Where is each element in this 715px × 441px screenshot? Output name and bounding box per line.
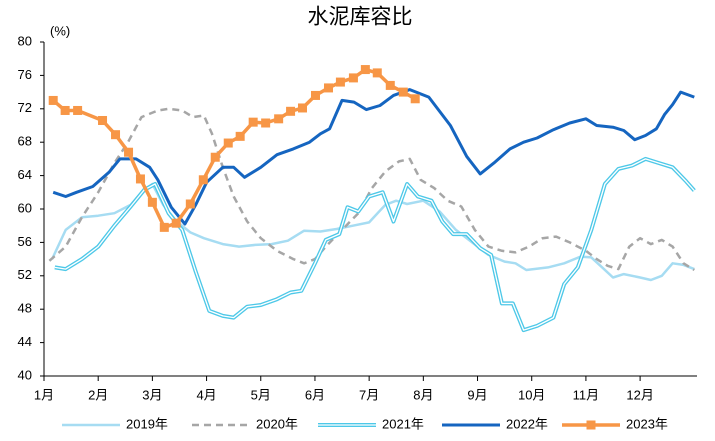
series-line [52,67,417,230]
legend-marker [586,420,596,430]
series-marker [310,90,320,100]
y-tick-label: 72 [18,100,32,115]
y-tick-label: 64 [18,167,32,182]
series-line [52,88,695,226]
series-marker [360,65,370,75]
series-marker [135,174,145,184]
series-marker [410,94,420,104]
x-tick-label: 7月 [359,387,379,402]
series-marker [297,103,307,113]
x-tick-label: 10月 [518,387,545,402]
series-marker [111,130,121,140]
series-line [48,107,695,272]
series-marker [335,77,345,87]
series-marker [398,87,408,97]
y-tick-label: 76 [18,67,32,82]
legend-label: 2019年 [126,416,168,431]
y-tick-label: 40 [18,367,32,382]
series-marker [60,105,70,115]
x-tick-label: 2月 [88,387,108,402]
x-tick-label: 5月 [251,387,271,402]
x-tick-label: 4月 [196,387,216,402]
series-marker [261,118,271,128]
legend-label: 2022年 [506,416,548,431]
series-marker [48,95,58,105]
series-marker [198,175,208,185]
x-tick-label: 11月 [573,387,600,402]
series-marker [248,117,258,127]
legend-label: 2020年 [256,416,298,431]
x-tick-label: 12月 [626,387,653,402]
series-marker [286,106,296,116]
series-marker [98,115,108,125]
series-marker [385,80,395,90]
series-marker [210,152,220,162]
x-tick-label: 8月 [413,387,433,402]
series-marker [73,105,83,115]
series-marker [124,147,134,157]
legend-label: 2021年 [382,416,424,431]
series-marker [274,114,284,124]
y-tick-label: 44 [18,334,32,349]
series-marker [159,222,169,232]
x-tick-label: 3月 [142,387,162,402]
series-marker [147,197,157,207]
series-marker [223,138,233,148]
x-tick-label: 9月 [467,387,487,402]
series-marker [171,218,181,228]
y-tick-label: 48 [18,301,32,316]
y-axis-label: (%) [50,23,70,38]
y-tick-label: 56 [18,234,32,249]
series-marker [348,73,358,83]
series-marker [185,199,195,209]
legend-label: 2023年 [626,416,668,431]
series-marker [324,83,334,93]
x-tick-label: 1月 [34,387,54,402]
y-tick-label: 80 [18,33,32,48]
series-marker [235,131,245,141]
series-marker [372,68,382,78]
y-tick-label: 68 [18,134,32,149]
y-tick-label: 60 [18,200,32,215]
x-tick-label: 6月 [305,387,325,402]
chart-title: 水泥库容比 [308,6,413,29]
y-tick-label: 52 [18,267,32,282]
